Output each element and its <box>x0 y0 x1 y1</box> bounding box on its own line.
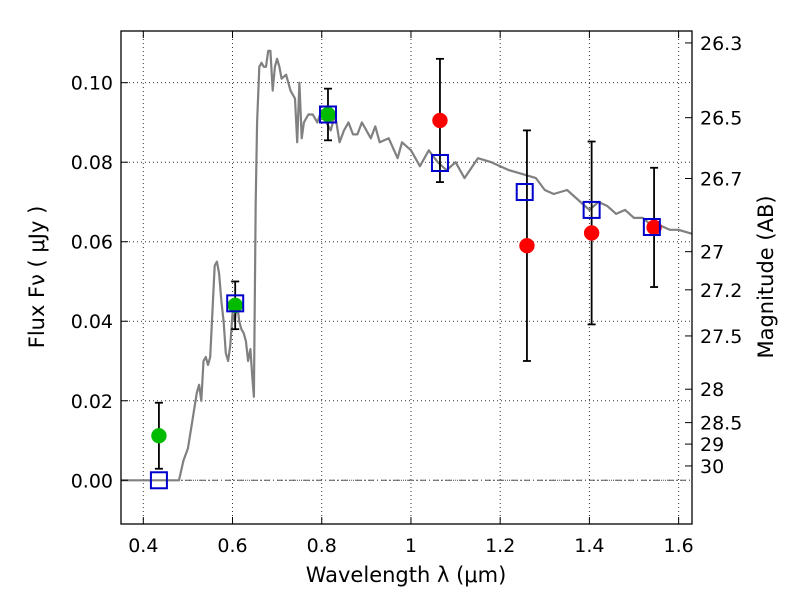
magnitude-tick-label: 30 <box>700 456 724 478</box>
y-tick-label: 0.02 <box>71 391 113 413</box>
spectrum-series <box>121 49 693 482</box>
data-markers <box>149 105 662 490</box>
y-axis-label: Flux Fν ( μJy ) <box>25 206 49 349</box>
photometry-point <box>320 106 336 123</box>
magnitude-axis-label: Magnitude (AB) <box>754 195 778 358</box>
x-tick-label: 0.6 <box>217 535 247 557</box>
magnitude-tick-label: 27.2 <box>700 280 742 302</box>
model-square <box>642 218 661 237</box>
x-tick-label: 1 <box>405 535 417 557</box>
magnitude-tick-label: 27 <box>700 242 724 264</box>
magnitude-tick-label: 29 <box>700 434 724 456</box>
photometry-point <box>583 225 600 241</box>
magnitude-tick-label: 26.7 <box>700 169 742 191</box>
model-square <box>226 294 245 313</box>
magnitude-tick-label: 27.5 <box>700 326 742 348</box>
magnitude-tick-label: 28.5 <box>700 413 742 435</box>
x-axis-label: Wavelength λ (μm) <box>306 563 507 587</box>
y-axis-ticks: 0.00 0.02 0.04 0.06 0.08 0.10 <box>71 73 128 492</box>
plot-frame <box>120 30 693 525</box>
x-tick-label: 1.4 <box>574 535 604 557</box>
x-tick-label: 0.8 <box>307 535 337 557</box>
error-bars <box>154 57 659 470</box>
model-square <box>149 471 168 490</box>
x-tick-label: 1.6 <box>664 535 694 557</box>
model-square <box>515 183 534 202</box>
grid-lines <box>121 31 692 524</box>
y-tick-label: 0.08 <box>71 152 113 174</box>
y-tick-label: 0.10 <box>71 73 113 95</box>
x-tick-label: 1.2 <box>485 535 515 557</box>
magnitude-tick-label: 28 <box>700 379 724 401</box>
y-tick-label: 0.06 <box>71 232 113 254</box>
y-tick-label: 0.00 <box>71 470 113 492</box>
photometry-point <box>432 112 448 129</box>
photometry-point <box>519 237 535 254</box>
x-tick-label: 0.4 <box>128 535 158 557</box>
model-square <box>318 105 337 124</box>
model-square <box>430 153 449 172</box>
x-axis-ticks: 0.4 0.6 0.8 1 1.2 1.4 1.6 <box>128 31 694 557</box>
spectrum-line <box>121 49 693 482</box>
magnitude-tick-label: 26.5 <box>700 108 742 130</box>
magnitude-tick-label: 26.3 <box>700 33 742 55</box>
y-tick-label: 0.04 <box>71 311 113 333</box>
photometry-point <box>151 427 167 444</box>
model-square <box>582 200 601 219</box>
